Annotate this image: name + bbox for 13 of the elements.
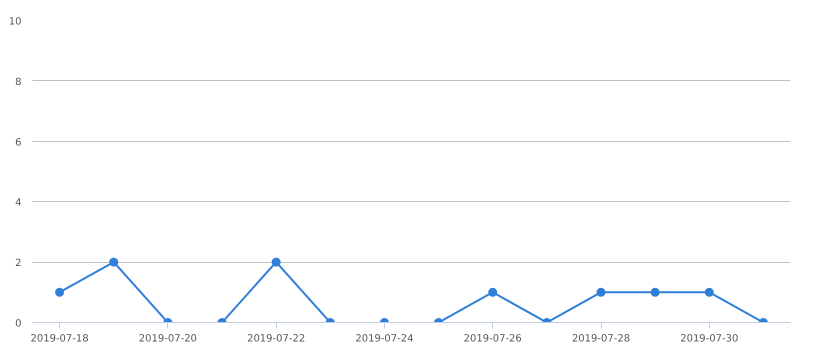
x-tick-label: 2019-07-18: [30, 334, 89, 344]
x-tick-label: 2019-07-22: [247, 334, 306, 344]
y-tick-label: 8: [15, 76, 22, 88]
y-tick-label: 2: [15, 258, 22, 270]
x-tick-label: 2019-07-28: [572, 334, 630, 344]
y-tick-label: 10: [8, 16, 22, 28]
x-tick-label: 2019-07-24: [355, 334, 414, 344]
x-tick-label: 2019-07-26: [464, 334, 522, 344]
x-tick-label: 2019-07-20: [138, 334, 197, 344]
y-tick-label: 6: [15, 137, 22, 148]
x-tick-label: 2019-07-30: [680, 334, 738, 344]
y-tick-label: 4: [15, 198, 22, 209]
y-tick-label: 0: [15, 318, 22, 330]
